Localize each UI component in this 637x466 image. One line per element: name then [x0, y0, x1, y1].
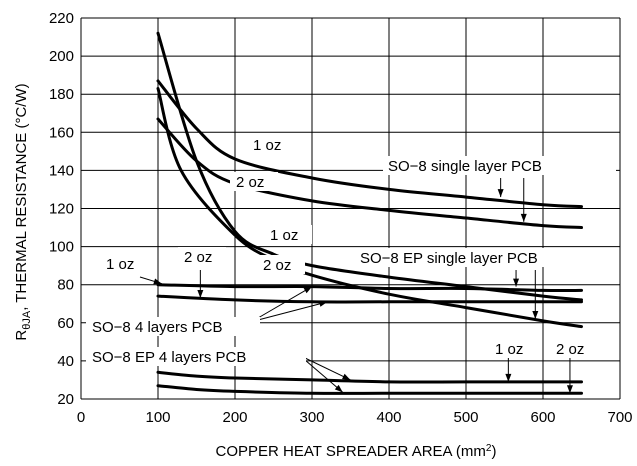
label-background: [86, 347, 306, 366]
label-background: [550, 339, 598, 358]
annotation-arrow: [304, 359, 344, 393]
label-background: [383, 156, 616, 175]
label-background: [354, 248, 616, 267]
label-so8ep-4layer-2oz: 2 oz: [556, 341, 584, 358]
y-tick-label: 100: [49, 239, 74, 256]
arrow-head: [497, 189, 504, 198]
x-tick-label: 700: [607, 409, 632, 426]
series-line-5: [156, 283, 583, 293]
label-background: [100, 254, 148, 273]
y-tick-label: 80: [57, 277, 74, 294]
label-so8-4layer-2oz: 2 oz: [184, 249, 212, 266]
x-tick-label: 100: [145, 409, 170, 426]
annotation-arrows: [139, 178, 573, 394]
y-tick-label: 60: [57, 315, 74, 332]
series-curves: [156, 31, 583, 395]
label-background: [257, 255, 305, 274]
label-so8ep-single-1oz: 1 oz: [270, 227, 298, 244]
annotation-arrow: [257, 301, 328, 321]
series-line-7: [156, 370, 583, 384]
label-backgrounds: [86, 135, 616, 366]
label-so8ep-4layer-pcb: SO−8 EP 4 layers PCB: [92, 349, 246, 366]
label-so8-single-1oz: 1 oz: [253, 137, 281, 154]
x-tick-label: 400: [376, 409, 401, 426]
label-background: [230, 172, 278, 191]
label-so8ep-single-pcb: SO−8 EP single layer PCB: [360, 250, 538, 267]
label-so8ep-single-2oz: 2 oz: [263, 257, 291, 274]
y-tick-label: 200: [49, 48, 74, 65]
x-tick-label: 500: [453, 409, 478, 426]
y-tick-label: 180: [49, 86, 74, 103]
label-background: [489, 339, 537, 358]
series-line-1: [156, 79, 583, 209]
label-so8-single-pcb: SO−8 single layer PCB: [388, 158, 542, 175]
arrow-head: [520, 213, 527, 222]
arrow-head: [334, 384, 343, 393]
label-so8-4layer-1oz: 1 oz: [106, 256, 134, 273]
arrow-head: [341, 373, 351, 380]
grid: [80, 17, 621, 400]
annotation-labels: 1 oz 2 oz SO−8 single layer PCB 1 oz 2 o…: [92, 137, 584, 366]
tick-labels: 0 100 200 300 400 500 600 700 20 40 60 80 100 120 140 1…: [49, 10, 633, 426]
label-so8ep-4layer-1oz: 1 oz: [495, 341, 523, 358]
x-axis-title: COPPER HEAT SPREADER AREA (mm2): [216, 443, 497, 460]
arrow-head: [318, 300, 328, 307]
y-tick-label: 160: [49, 124, 74, 141]
series-line-2: [156, 117, 583, 229]
arrow-head: [566, 385, 573, 394]
annotation-arrow: [304, 357, 351, 381]
x-tick-label: 300: [299, 409, 324, 426]
arrow-head: [153, 278, 162, 285]
y-tick-label: 120: [49, 201, 74, 218]
y-tick-label: 40: [57, 353, 74, 370]
label-background: [178, 247, 226, 266]
y-tick-label: 20: [57, 391, 74, 408]
label-so8-single-2oz: 2 oz: [236, 174, 264, 191]
x-tick-label: 200: [222, 409, 247, 426]
label-background: [247, 135, 295, 154]
y-axis-title: RθJA, THERMAL RESISTANCE (°C/W): [13, 83, 33, 340]
series-line-6: [156, 294, 583, 304]
y-tick-label: 220: [49, 10, 74, 27]
series-line-4: [156, 87, 583, 329]
series-line-8: [156, 384, 583, 395]
arrow-head: [303, 286, 312, 294]
label-so8-4layer-pcb: SO−8 4 layers PCB: [92, 319, 222, 336]
arrow-head: [532, 310, 539, 319]
arrow-head: [505, 373, 512, 382]
arrow-head: [513, 278, 520, 287]
annotation-arrow: [257, 286, 313, 319]
label-background: [86, 317, 260, 336]
x-tick-label: 0: [77, 409, 85, 426]
y-tick-label: 140: [49, 162, 74, 179]
arrow-head: [197, 290, 204, 299]
series-line-3: [156, 31, 583, 302]
x-tick-label: 600: [530, 409, 555, 426]
label-background: [264, 225, 312, 244]
